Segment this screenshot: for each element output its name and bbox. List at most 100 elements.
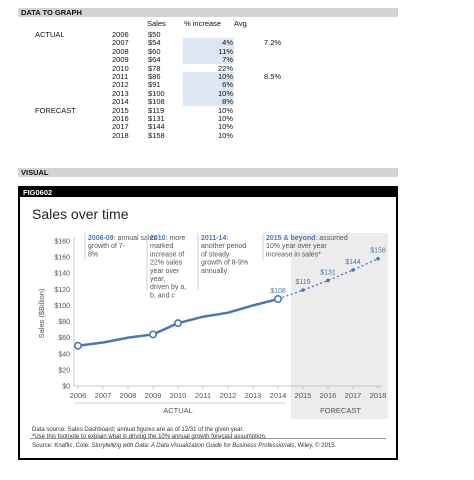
row-year: 2007 [112,38,129,48]
label-actual: ACTUAL [35,30,65,39]
row-pct: 10% [217,105,233,115]
annotation-line: : assumed [315,235,347,242]
source-title: Storytelling with Data: A Data Visualiza… [91,443,295,449]
row-year: 2014 [112,97,129,107]
row-sales: $78 [148,63,161,73]
row-year: 2015 [112,105,129,115]
annotation-text: 2010: more marked increase of 22% sales year… [150,235,186,299]
row-sales: $60 [148,46,161,56]
annotation-head: 2011-14 [201,235,226,242]
x-tick-label: 2015 [295,391,312,400]
x-tick-label: 2017 [345,391,362,400]
row-year: 2017 [112,122,129,132]
annotation-line: marked [150,243,173,250]
sales-line-chart: $0 $20 $40 $60 $80 $100 $120 $140 $160 $180 Sales … [37,233,388,419]
row-sales: $131 [148,114,165,123]
annotation-line: growth of 7- [88,243,126,250]
row-sales: $119 [148,105,165,115]
annotation-line: another period [201,243,246,250]
source-citation: Source: Knaflic, Cole. Storytelling with… [32,443,336,449]
row-pct: 6% [222,80,233,90]
row-avg: 7.2% [264,38,282,48]
row-year: 2008 [112,46,129,56]
header-avg: Avg [234,19,247,28]
row-sales: $64 [148,55,161,65]
row-year: 2012 [112,80,129,90]
row-year: 2006 [112,30,129,39]
data-point-marker [149,330,158,339]
row-sales: $91 [148,80,161,90]
header-sales: Sales [147,19,166,28]
data-label: $119 [295,279,310,286]
annotation-line: growth of 8-9% [201,260,248,267]
row-year: 2016 [112,114,129,123]
y-tick-label: $120 [54,287,70,294]
chart-title: Sales over time [32,206,129,222]
row-pct: 7% [222,55,233,65]
data-section-header: DATA TO GRAPH [18,8,398,17]
annotation-line: : annual sales [114,235,158,242]
row-pct: 4% [222,38,233,48]
annotation-line: 22% sales [150,260,183,267]
row-year: 2013 [112,88,129,98]
row-avg: 8.5% [264,72,282,81]
annotation-head: 2015 & beyond [266,235,315,242]
annotation-text: 2015 & beyond: assumed 10% year over year… [266,235,348,258]
forecast-region-band [291,233,388,419]
y-tick-label: $160 [54,255,70,262]
forecast-point-marker [326,278,330,283]
annotation-line: annually [201,268,228,275]
forecast-point-marker [301,288,305,292]
row-year: 2009 [112,55,129,65]
x-tick-label: 2013 [245,391,262,400]
y-tick-label: $40 [58,351,70,358]
annotation-line: 8% [88,251,98,258]
figure-label: FIG0602 [20,188,396,197]
label-forecast: FORECAST [35,105,76,115]
source-divider [30,438,386,439]
y-tick-label: $180 [54,239,70,246]
row-sales: $50 [148,30,161,39]
y-tick-label: $80 [58,319,70,326]
annotation-line: driven by a, [150,284,186,291]
annotation-head: 2006-09 [88,235,114,242]
annotation-line: of steady [201,251,230,258]
y-tick-label: $140 [54,271,70,278]
data-point-marker [73,341,82,350]
x-tick-label: 2014 [270,391,287,400]
visual-section-header: VISUAL [18,168,398,177]
x-tick-label: 2011 [195,391,211,400]
x-tick-label: 2008 [120,391,137,400]
row-year: 2010 [112,63,129,73]
y-tick-label: $60 [58,335,70,342]
row-sales: $100 [148,88,165,98]
annotation-line: increase of [150,251,184,258]
annotation-text: 2006-09: annual sales growth of 7-8% [88,235,157,258]
forecast-point-marker [376,256,380,261]
highlight-2007-2009 [183,38,234,64]
row-pct: 8% [222,97,233,107]
row-pct: 10% [217,130,233,140]
row-sales: $54 [148,38,161,48]
y-tick-label: $20 [58,367,70,374]
data-point-marker [174,319,183,328]
row-pct: 10% [217,72,233,81]
data-label: $131 [320,269,336,276]
annotation-head: 2010 [150,235,166,242]
annotation-line: year, [150,276,165,283]
annotation-line: increase in sales* [266,251,321,258]
annotation-line: : [226,235,228,242]
x-tick-label: 2006 [70,391,87,400]
row-pct: 11% [218,46,233,56]
data-label: $108 [270,288,286,295]
y-tick-label: $0 [62,384,70,391]
annotation-line: year over [150,268,180,275]
region-label-actual: ACTUAL [163,406,193,415]
footnote-forecast: *Use this footnote to explain what is dr… [32,434,267,440]
x-tick-label: 2016 [320,391,337,400]
data-point-marker [274,295,283,304]
source-suffix: , Wiley, © 2015. [294,443,337,449]
region-label-forecast: FORECAST [320,406,361,415]
data-label: $144 [345,259,361,266]
x-tick-label: 2009 [145,391,162,400]
